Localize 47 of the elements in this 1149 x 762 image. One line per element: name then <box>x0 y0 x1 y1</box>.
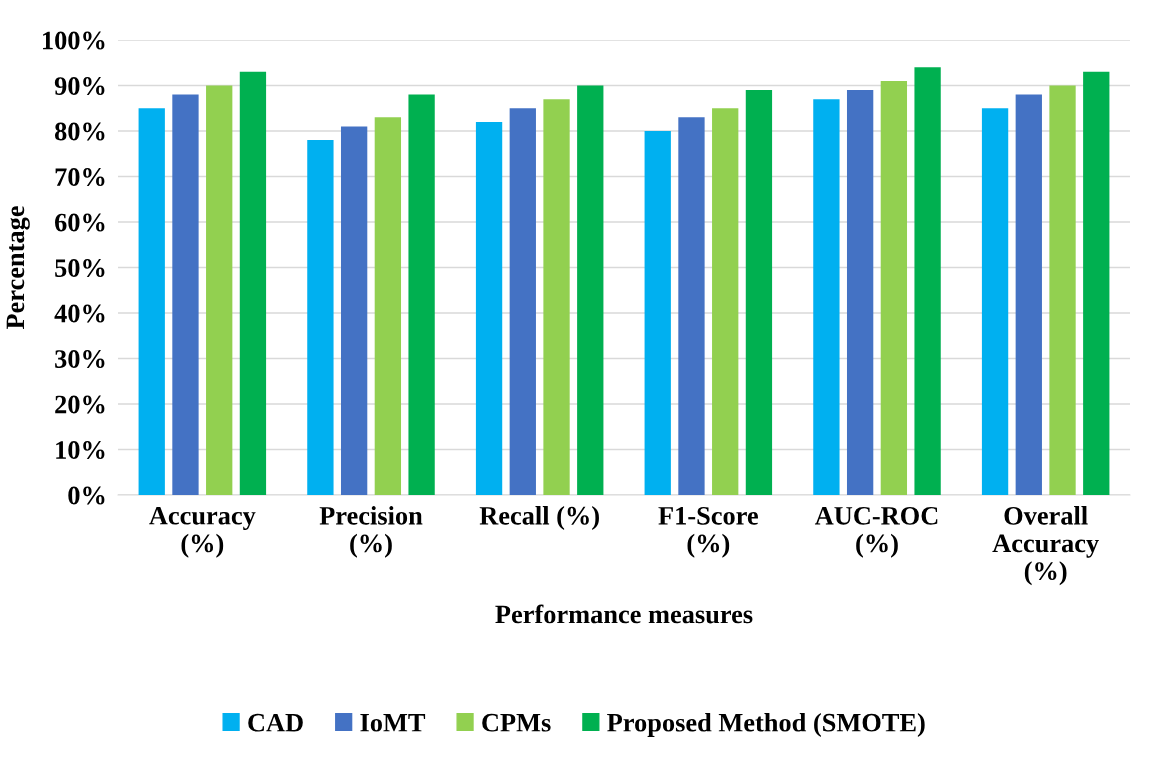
x-axis-title: Performance measures <box>495 604 753 624</box>
y-tick-label: 90% <box>54 77 105 95</box>
bar <box>206 85 233 495</box>
bar <box>712 108 739 495</box>
legend-label: CPMs <box>482 713 551 732</box>
legend-label: IoMT <box>360 714 426 732</box>
y-tick-label: 60% <box>55 213 105 232</box>
bar <box>880 80 908 495</box>
bar <box>543 99 570 495</box>
bar <box>981 108 1009 495</box>
bar <box>374 117 402 495</box>
bar <box>914 67 941 495</box>
x-tick-label: F1-Score (%) <box>658 506 758 558</box>
y-tick-label: 20% <box>55 395 105 414</box>
x-tick-label: Recall (%) <box>479 506 599 531</box>
y-axis-title: Percentage <box>6 206 30 330</box>
bar <box>172 94 199 495</box>
y-tick-label: 10% <box>56 441 105 459</box>
bar <box>408 94 435 495</box>
bar <box>475 121 503 495</box>
y-tick-label: 50% <box>55 259 105 277</box>
bar <box>1049 85 1076 495</box>
x-tick-label: Overall Accuracy (%) <box>992 506 1099 586</box>
bar <box>678 117 705 495</box>
bar <box>307 140 334 495</box>
y-tick-label: 100% <box>43 31 105 50</box>
bar <box>138 108 165 495</box>
bar <box>745 90 773 495</box>
x-tick-label: Accuracy (%) <box>149 506 256 558</box>
bar <box>644 131 671 495</box>
bar <box>239 71 267 495</box>
y-tick-label: 30% <box>55 350 105 368</box>
bar <box>1015 94 1042 495</box>
bar <box>509 108 536 495</box>
bar <box>846 90 874 495</box>
bar <box>1083 71 1110 495</box>
bar <box>577 85 604 495</box>
bar <box>813 99 840 495</box>
y-tick-label: 80% <box>54 122 105 141</box>
bar <box>340 126 368 495</box>
x-tick-label: Precision (%) <box>319 506 423 558</box>
y-tick-label: 40% <box>54 304 105 323</box>
x-tick-label: AUC-ROC (%) <box>814 506 938 558</box>
y-tick-label: 0% <box>68 486 105 505</box>
legend-label: Proposed Method (SMOTE) <box>607 713 925 737</box>
legend-label: CAD <box>248 713 303 732</box>
y-tick-label: 70% <box>55 168 105 186</box>
